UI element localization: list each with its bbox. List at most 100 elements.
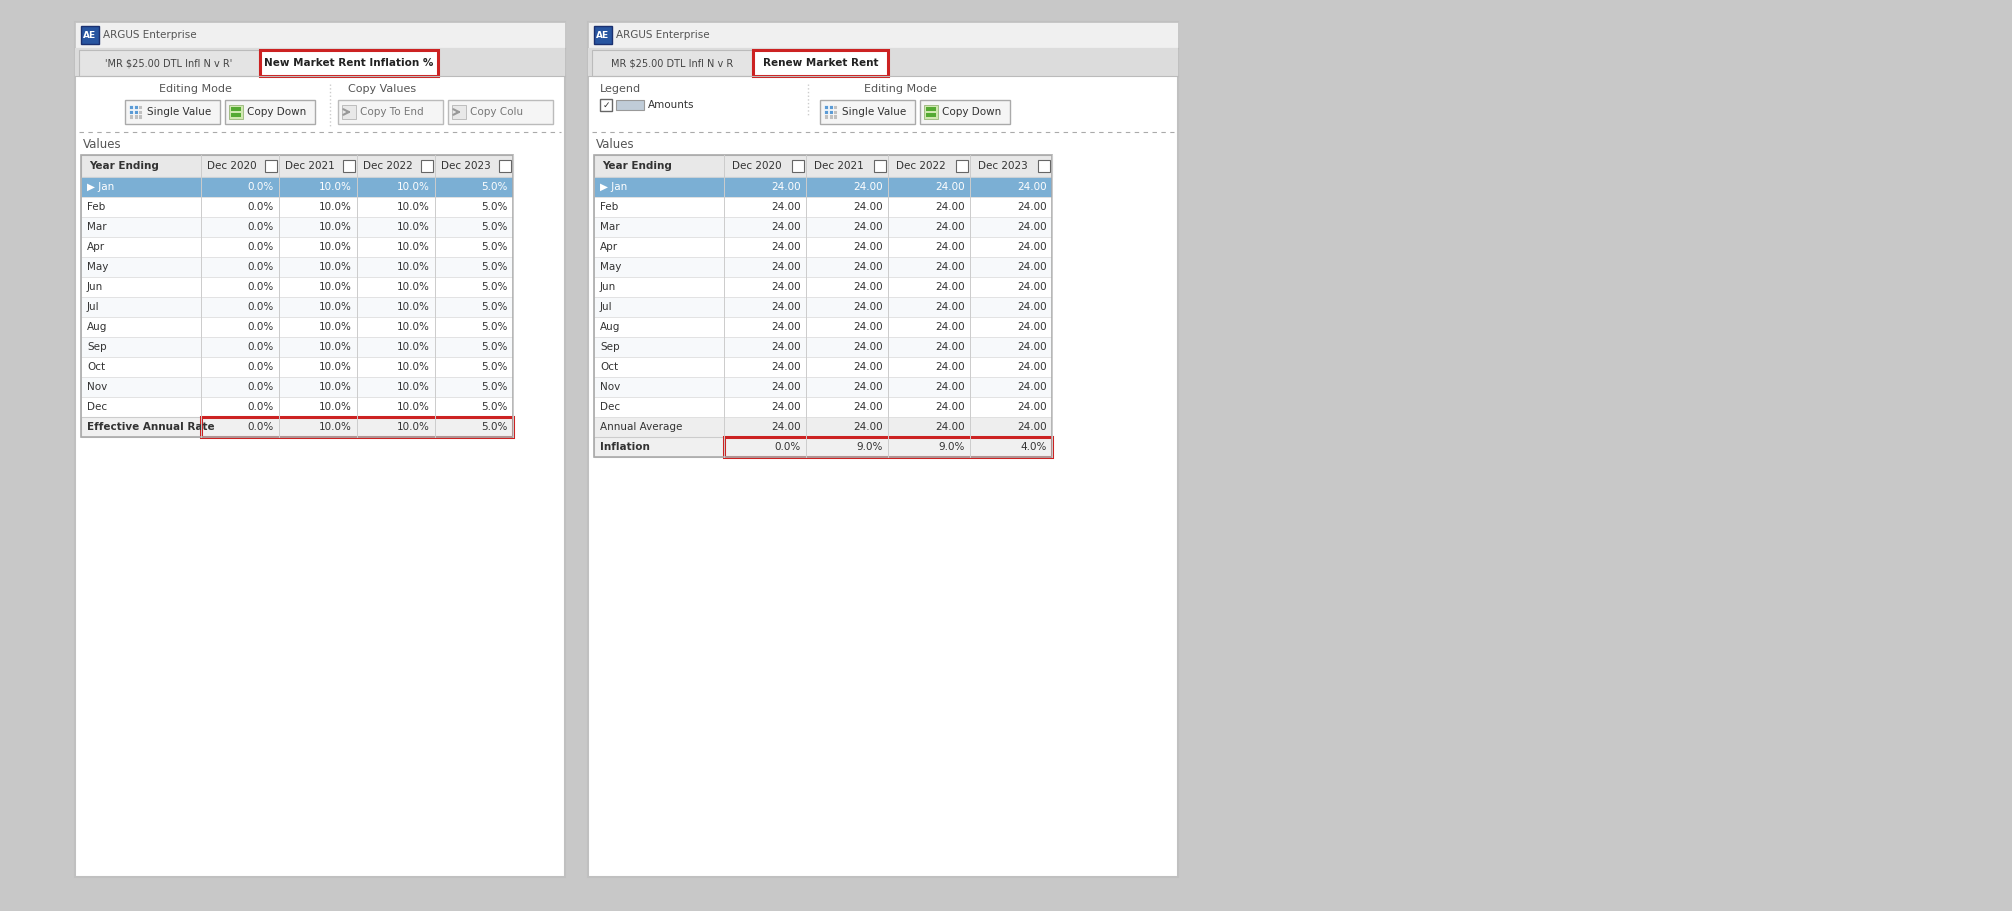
Text: Dec: Dec: [600, 402, 620, 412]
Text: 10.0%: 10.0%: [396, 382, 431, 392]
Text: 10.0%: 10.0%: [396, 422, 431, 432]
Bar: [80, 155, 513, 437]
Text: 24.00: 24.00: [853, 382, 883, 392]
Text: 24.00: 24.00: [936, 222, 966, 232]
Text: 10.0%: 10.0%: [320, 382, 352, 392]
Text: MR $25.00 DTL Infl N v R: MR $25.00 DTL Infl N v R: [612, 58, 732, 68]
Text: 'MR $25.00 DTL Infl N v R': 'MR $25.00 DTL Infl N v R': [105, 58, 233, 68]
Bar: [125, 100, 219, 124]
Bar: [594, 155, 1052, 177]
Text: Jul: Jul: [87, 302, 101, 312]
Text: Jun: Jun: [600, 282, 616, 292]
Text: 24.00: 24.00: [771, 302, 801, 312]
Text: 24.00: 24.00: [853, 282, 883, 292]
Text: ARGUS Enterprise: ARGUS Enterprise: [103, 30, 197, 40]
Bar: [594, 197, 1052, 217]
Text: Renew Market Rent: Renew Market Rent: [763, 58, 879, 68]
Text: 0.0%: 0.0%: [247, 202, 274, 212]
Text: 5.0%: 5.0%: [481, 242, 507, 252]
Text: 5.0%: 5.0%: [481, 222, 507, 232]
Text: 5.0%: 5.0%: [481, 302, 507, 312]
Bar: [139, 109, 143, 114]
Text: Single Value: Single Value: [841, 107, 905, 117]
Text: 5.0%: 5.0%: [481, 382, 507, 392]
Text: 24.00: 24.00: [853, 422, 883, 432]
Bar: [266, 160, 278, 172]
Bar: [449, 100, 553, 124]
Bar: [139, 115, 143, 118]
Bar: [499, 160, 511, 172]
Text: 10.0%: 10.0%: [396, 262, 431, 272]
Text: 24.00: 24.00: [771, 422, 801, 432]
Bar: [833, 109, 837, 114]
Bar: [129, 109, 133, 114]
Text: 24.00: 24.00: [936, 242, 966, 252]
Text: 24.00: 24.00: [853, 322, 883, 332]
Text: 24.00: 24.00: [1018, 182, 1046, 192]
Text: 10.0%: 10.0%: [396, 342, 431, 352]
Text: 24.00: 24.00: [1018, 262, 1046, 272]
Bar: [80, 417, 513, 437]
Text: 0.0%: 0.0%: [247, 422, 274, 432]
Bar: [594, 417, 1052, 437]
Text: 0.0%: 0.0%: [775, 442, 801, 452]
Text: 5.0%: 5.0%: [481, 322, 507, 332]
Text: Copy Colu: Copy Colu: [471, 107, 523, 117]
Bar: [342, 105, 356, 119]
Bar: [825, 105, 829, 109]
Text: Sep: Sep: [600, 342, 620, 352]
Text: Dec 2020: Dec 2020: [207, 161, 258, 171]
Text: Legend: Legend: [600, 84, 642, 94]
Text: 10.0%: 10.0%: [320, 422, 352, 432]
Text: 5.0%: 5.0%: [481, 182, 507, 192]
Bar: [201, 417, 513, 437]
Text: 0.0%: 0.0%: [247, 222, 274, 232]
Bar: [225, 100, 316, 124]
Text: 24.00: 24.00: [771, 202, 801, 212]
Bar: [133, 109, 139, 114]
Bar: [80, 257, 513, 277]
Bar: [924, 105, 938, 119]
Text: Feb: Feb: [87, 202, 105, 212]
Text: Oct: Oct: [600, 362, 618, 372]
Text: 24.00: 24.00: [1018, 202, 1046, 212]
Text: 10.0%: 10.0%: [396, 182, 431, 192]
Text: 5.0%: 5.0%: [481, 262, 507, 272]
Text: Oct: Oct: [87, 362, 105, 372]
Bar: [926, 107, 936, 111]
Text: AE: AE: [596, 30, 610, 39]
Text: 24.00: 24.00: [771, 242, 801, 252]
Bar: [829, 109, 833, 114]
Bar: [139, 105, 143, 109]
Bar: [594, 297, 1052, 317]
Text: 24.00: 24.00: [936, 302, 966, 312]
Text: 10.0%: 10.0%: [320, 342, 352, 352]
Text: 10.0%: 10.0%: [396, 242, 431, 252]
Text: Copy To End: Copy To End: [360, 107, 425, 117]
Text: 24.00: 24.00: [936, 342, 966, 352]
Text: 24.00: 24.00: [771, 402, 801, 412]
Text: 24.00: 24.00: [936, 322, 966, 332]
Text: 10.0%: 10.0%: [396, 362, 431, 372]
Text: New Market Rent Inflation %: New Market Rent Inflation %: [264, 58, 435, 68]
Text: Amounts: Amounts: [648, 100, 694, 110]
Bar: [919, 100, 1010, 124]
Text: 10.0%: 10.0%: [320, 302, 352, 312]
Text: 24.00: 24.00: [853, 402, 883, 412]
Bar: [594, 155, 1052, 457]
Text: Effective Annual Rate: Effective Annual Rate: [87, 422, 215, 432]
Text: 24.00: 24.00: [853, 202, 883, 212]
Bar: [80, 237, 513, 257]
Text: Dec 2023: Dec 2023: [441, 161, 491, 171]
Bar: [74, 22, 565, 48]
Bar: [594, 217, 1052, 237]
Text: Annual Average: Annual Average: [600, 422, 682, 432]
Text: Dec 2023: Dec 2023: [978, 161, 1028, 171]
Bar: [80, 217, 513, 237]
Bar: [616, 100, 644, 110]
Text: Dec 2020: Dec 2020: [732, 161, 783, 171]
Text: Nov: Nov: [87, 382, 107, 392]
Text: 24.00: 24.00: [771, 182, 801, 192]
Bar: [594, 377, 1052, 397]
Text: 24.00: 24.00: [1018, 382, 1046, 392]
